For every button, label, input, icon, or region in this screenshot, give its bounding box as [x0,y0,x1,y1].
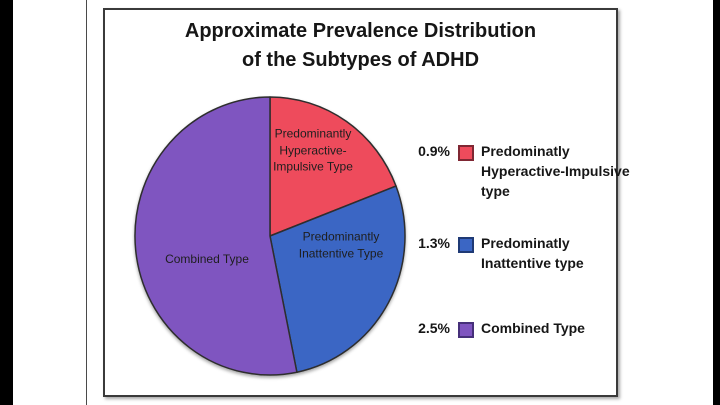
pie-slice-predominantly-hyperactive-impulsive-type [269,96,397,237]
legend-percent: 2.5% [418,320,450,336]
pie-slices-group [134,96,406,376]
pie-slice-combined-type [134,96,298,376]
legend-item-hyperactive-impulsive: 0.9% Predominatly Hyperactive-Impulsive … [414,141,630,201]
legend-swatch-red-icon [458,145,474,161]
chart-title: Approximate Prevalence Distribution of t… [184,20,537,71]
image-edge-hairline [86,0,87,405]
legend-swatch-blue-icon [458,237,474,253]
legend-item-combined: 2.5% Combined Type [414,318,585,338]
pie-slice-predominantly-inattentive-type [269,185,406,373]
legend-label: Combined Type [481,320,585,336]
legend-item-inattentive: 1.3% Predominatly Inattentive type [414,233,584,273]
right-pillarbox-bar [713,0,720,405]
pie-slice-label-combined: Combined Type [165,251,249,266]
legend-percent: 0.9% [418,143,450,159]
legend-swatch-purple-icon [458,322,474,338]
legend-label: Predominatly Inattentive type [481,235,584,271]
pie-slice-label-inattentive: Predominantly Inattentive Type [298,229,384,261]
left-pillarbox-bar [0,0,13,405]
pie-slice-label-hyperactive-impulsive: Predominantly Hyperactive- Impulsive Typ… [273,126,353,174]
legend-label: Predominatly Hyperactive-Impulsive type [481,143,630,199]
legend-percent: 1.3% [418,235,450,251]
